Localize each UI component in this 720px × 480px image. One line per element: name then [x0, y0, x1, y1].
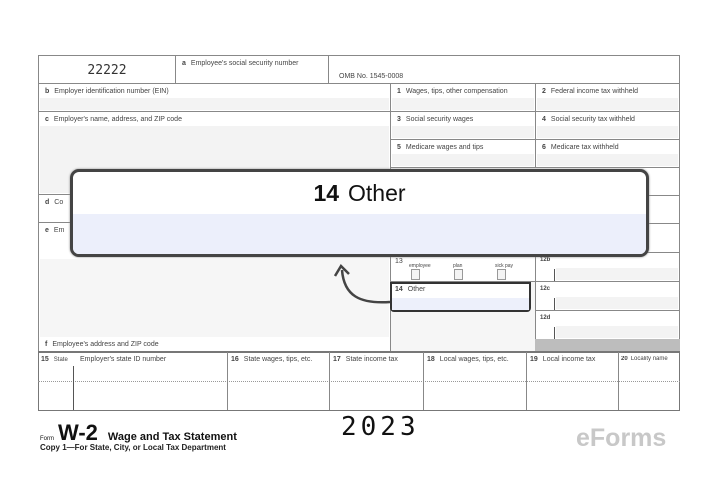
control-code-box: 22222 — [38, 55, 176, 84]
form-state_headers-4-label: Local wages, tips, etc. — [439, 356, 509, 363]
box-e-letter: e — [45, 227, 49, 234]
callout-num: 14 — [313, 179, 340, 206]
form-state_headers-3-num: 17 — [333, 356, 341, 363]
box-13-num: 13 — [395, 258, 403, 265]
form-word: Form — [40, 436, 54, 442]
form-state_headers-0-label: State — [53, 357, 68, 363]
box-14-highlight: 14 Other — [390, 282, 531, 312]
form-box_12-0: 12b — [540, 257, 551, 263]
box-4: 4 Social security tax withheld — [535, 111, 680, 140]
retirement-plan-checkbox[interactable] — [454, 269, 463, 280]
box-b-ein: b Employer identification number (EIN) — [38, 83, 391, 112]
sick-pay-label: sick pay — [495, 263, 514, 269]
box-20-label: 20 Locality name — [621, 356, 679, 362]
form-state_headers-2-num: 16 — [231, 356, 239, 363]
statutory-employee-label: employee — [409, 263, 431, 269]
form-state_headers-2-label: State wages, tips, etc. — [243, 356, 313, 363]
state-id-label: Employer's state ID number — [80, 356, 167, 363]
box-14-callout: 14 Other — [70, 169, 649, 257]
box-13: 13 employee plan sick pay — [390, 252, 536, 282]
omb-box: OMB No. 1545-0008 — [328, 55, 680, 84]
box-17-label: 17 State income tax — [333, 356, 398, 363]
form-state_headers-0-num: 15 — [41, 356, 49, 363]
form-boxes-4-label: Medicare wages and tips — [405, 144, 484, 151]
box-12c: 12c — [535, 281, 680, 311]
control-code: 22222 — [87, 63, 127, 78]
form-boxes-5-num: 6 — [542, 144, 546, 151]
box-14-label: Other — [407, 286, 426, 293]
form-box_12-1: 12c — [540, 286, 551, 292]
form-state_headers-5-num: 19 — [530, 356, 538, 363]
sick-pay-checkbox[interactable] — [497, 269, 506, 280]
form-state_headers-4-num: 18 — [427, 356, 435, 363]
box-a-label: Employee's social security number — [190, 60, 299, 67]
box-a-ssn: a Employee's social security number — [175, 55, 329, 84]
box-1: 1 Wages, tips, other compensation — [390, 83, 536, 112]
box-19-label: 19 Local income tax — [530, 356, 595, 363]
form-boxes-0-label: Wages, tips, other compensation — [405, 88, 508, 95]
box-3: 3 Social security wages — [390, 111, 536, 140]
retirement-plan-label: plan — [453, 263, 463, 269]
box-d-letter: d — [45, 199, 50, 206]
eforms-logo: eForms — [576, 424, 667, 452]
form-name: W-2 — [58, 420, 98, 445]
box-6: 6 Medicare tax withheld — [535, 139, 680, 168]
form-title: Form W-2 Wage and Tax Statement — [40, 420, 237, 446]
box-2: 2 Federal income tax withheld — [535, 83, 680, 112]
box-12d: 12d — [535, 310, 680, 340]
shaded-area — [535, 339, 680, 352]
curved-arrow-icon — [333, 263, 391, 304]
form-title-text: Wage and Tax Statement — [107, 431, 237, 443]
form-boxes-2-num: 3 — [397, 116, 401, 123]
form-boxes-5-label: Medicare tax withheld — [550, 144, 619, 151]
box-15-label: 15 State — [41, 356, 68, 363]
form-boxes-4-num: 5 — [397, 144, 401, 151]
callout-label: Other — [348, 179, 406, 206]
box-c-label: Employer's name, address, and ZIP code — [53, 116, 182, 123]
box-f-label: f Employee's address and ZIP code — [45, 341, 159, 348]
box-e-label: Em — [53, 227, 65, 234]
box-16-label: 16 State wages, tips, etc. — [231, 356, 312, 363]
box-d-label: Co — [54, 199, 64, 206]
form-state_headers-3-label: State income tax — [345, 356, 398, 363]
form-state_headers-6-num: 20 — [621, 356, 628, 362]
box-14-num: 14 — [395, 286, 403, 293]
box-5: 5 Medicare wages and tips — [390, 139, 536, 168]
form-boxes-0-num: 1 — [397, 88, 401, 95]
box-12b: 12b — [535, 252, 680, 282]
omb-number: OMB No. 1545-0008 — [339, 73, 404, 80]
form-boxes-1-label: Federal income tax withheld — [550, 88, 639, 95]
copy-note: Copy 1—For State, City, or Local Tax Dep… — [40, 443, 226, 452]
form-state_headers-6-label: Locality name — [630, 356, 668, 362]
form-boxes-3-label: Social security tax withheld — [550, 116, 635, 123]
form-boxes-3-num: 4 — [542, 116, 546, 123]
form-state_headers-5-label: Local income tax — [542, 356, 596, 363]
form-boxes-1-num: 2 — [542, 88, 546, 95]
box-b-label: Employer identification number (EIN) — [54, 88, 169, 95]
tax-year: 2023 — [341, 412, 420, 442]
form-boxes-2-label: Social security wages — [405, 116, 474, 123]
box-18-label: 18 Local wages, tips, etc. — [427, 356, 509, 363]
form-box_f: Employee's address and ZIP code — [52, 341, 159, 348]
statutory-employee-checkbox[interactable] — [411, 269, 420, 280]
form-box_12-2: 12d — [540, 315, 551, 321]
